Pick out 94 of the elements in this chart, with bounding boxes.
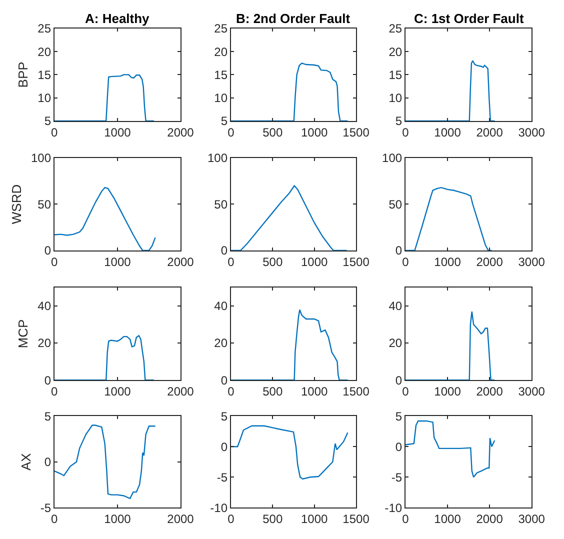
line-series [54,74,155,121]
x-tick-label: 1000 [300,254,328,269]
line-series [405,420,496,478]
y-tick-label: 0 [220,373,228,388]
y-tick-label: 5 [220,114,228,128]
y-tick-label: 0 [395,244,402,258]
y-tick-label: -5 [40,500,52,515]
y-tick-label: 10 [38,91,52,106]
x-tick-label: 1000 [434,254,462,269]
y-tick-label: 25 [388,22,402,36]
line-series [405,310,496,380]
line-series [405,186,492,251]
y-tick-label: 50 [388,197,402,212]
x-tick-label: 2000 [476,384,504,398]
x-tick-label: 2000 [167,125,194,140]
x-tick-label: 500 [262,125,283,140]
chart-title: B: 2nd Order Fault [236,11,351,26]
y-tick-label: 5 [44,114,52,128]
x-tick-label: 1500 [342,125,370,140]
x-tick-label: 1000 [104,384,132,398]
y-tick-label: 20 [38,336,52,350]
line-series [54,335,155,380]
y-tick-label: 0 [220,440,228,454]
x-tick-label: 1000 [300,384,328,398]
x-tick-label: 1000 [300,512,328,526]
y-tick-label: 20 [388,44,402,59]
x-tick-label: 3000 [518,384,546,398]
y-axis-title: WSRD [8,184,24,224]
y-tick-label: 20 [214,44,228,59]
x-tick-label: 3000 [518,512,546,526]
y-tick-label: 0 [44,455,52,470]
y-tick-label: -10 [384,500,402,515]
x-tick-label: 2000 [167,254,194,269]
y-tick-label: 5 [44,409,52,424]
line-series [54,186,156,251]
y-axis-title: BPP [16,62,31,88]
x-tick-label: 1000 [104,512,132,526]
y-tick-label: 20 [214,336,228,350]
x-tick-label: 3000 [518,254,546,269]
y-tick-label: -5 [391,470,402,484]
x-tick-label: 2000 [167,384,194,398]
x-tick-label: 1000 [434,512,462,526]
y-tick-label: 0 [395,440,402,454]
y-tick-label: 40 [214,299,228,314]
y-tick-label: 0 [44,373,52,388]
y-tick-label: 40 [388,299,402,314]
y-tick-label: 10 [214,91,228,106]
x-tick-label: 3000 [518,125,546,140]
y-tick-label: 0 [44,244,52,258]
y-axis-title: AX [18,452,34,471]
x-tick-label: 1000 [434,384,462,398]
y-tick-label: 0 [395,373,402,388]
line-series [230,62,348,121]
y-tick-label: 100 [207,151,228,166]
x-tick-label: 1000 [104,254,132,269]
x-tick-label: 1500 [342,384,370,398]
y-tick-label: 25 [214,22,228,36]
y-tick-label: 0 [220,244,228,258]
y-tick-label: 15 [388,68,402,82]
y-axis-title: MCP [16,319,31,348]
y-tick-label: 5 [220,409,228,424]
line-series [405,60,496,121]
x-tick-label: 1000 [104,125,132,140]
x-tick-label: 1000 [300,125,328,140]
y-tick-label: 20 [388,336,402,350]
x-tick-label: 500 [262,254,283,269]
chart-title: A: Healthy [85,11,150,26]
x-tick-label: 1500 [342,254,370,269]
line-series [230,309,348,380]
y-tick-label: 15 [214,68,228,82]
y-tick-label: -5 [216,470,228,484]
x-tick-label: 1500 [342,512,370,526]
x-tick-label: 500 [262,384,283,398]
y-tick-label: 5 [395,409,402,424]
y-tick-label: 15 [38,68,52,82]
y-tick-label: 40 [38,299,52,314]
y-tick-label: 100 [30,151,52,166]
y-tick-label: 100 [382,151,402,166]
y-tick-label: 50 [38,197,52,212]
x-tick-label: 500 [262,512,283,526]
y-tick-label: -10 [210,500,228,515]
x-tick-label: 2000 [476,125,504,140]
chart-title: C: 1st Order Fault [414,11,524,26]
y-tick-label: 20 [38,44,52,59]
x-tick-label: 2000 [167,512,194,526]
x-tick-label: 1000 [434,125,462,140]
x-tick-label: 2000 [476,254,504,269]
y-tick-label: 50 [214,197,228,212]
x-tick-label: 2000 [476,512,504,526]
y-tick-label: 25 [38,22,52,36]
line-series [54,424,156,500]
y-tick-label: 5 [395,114,402,128]
line-series [230,185,348,251]
y-tick-label: 10 [388,91,402,106]
